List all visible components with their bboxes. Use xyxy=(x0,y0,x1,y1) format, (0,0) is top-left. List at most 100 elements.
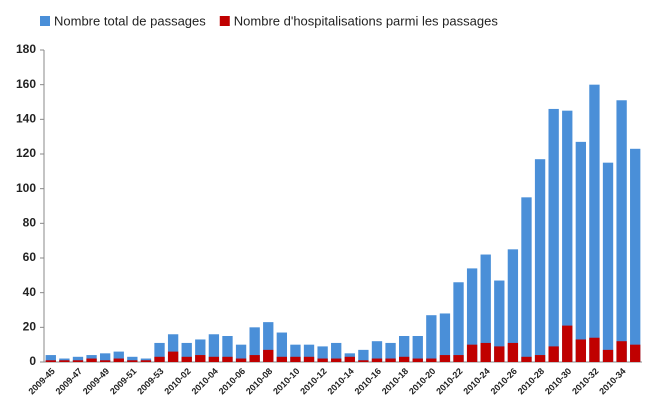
x-tick-label: 2010-22 xyxy=(434,366,464,396)
bar xyxy=(602,162,614,362)
bar xyxy=(317,346,328,362)
bar xyxy=(181,342,192,362)
bar xyxy=(290,344,301,362)
bar xyxy=(494,346,505,362)
bar xyxy=(534,159,546,362)
x-tick-label: 2009-49 xyxy=(81,366,111,396)
bar xyxy=(331,342,342,362)
x-tick-label: 2010-18 xyxy=(380,366,410,396)
bar xyxy=(208,356,220,362)
x-tick-label: 2009-45 xyxy=(26,366,56,396)
bar xyxy=(575,141,587,362)
bar xyxy=(385,358,396,362)
bar xyxy=(276,356,288,362)
bar xyxy=(398,336,410,362)
bar xyxy=(562,110,573,363)
bar xyxy=(154,342,165,362)
bar xyxy=(167,334,179,362)
bar xyxy=(507,249,519,362)
legend-label: Nombre total de passages xyxy=(54,13,206,28)
y-tick-label: 20 xyxy=(23,320,37,334)
bar xyxy=(534,355,546,362)
y-tick-label: 80 xyxy=(23,216,37,230)
bar xyxy=(548,346,559,362)
y-tick-label: 180 xyxy=(16,42,36,56)
bar xyxy=(466,268,478,362)
bar xyxy=(344,356,355,362)
bar xyxy=(480,254,491,362)
bar xyxy=(358,349,369,362)
bar xyxy=(72,356,84,362)
bar xyxy=(630,148,641,362)
bar xyxy=(398,356,410,362)
bar xyxy=(453,355,464,362)
x-tick-label: 2010-12 xyxy=(298,366,328,396)
bar xyxy=(412,336,423,362)
bar xyxy=(181,356,192,362)
bar xyxy=(562,325,573,362)
bar xyxy=(59,360,70,362)
bar xyxy=(195,339,206,362)
bar xyxy=(235,358,247,362)
legend-swatch xyxy=(219,16,230,26)
x-tick-label: 2010-04 xyxy=(190,366,220,396)
x-tick-label: 2010-30 xyxy=(543,366,573,396)
y-tick-label: 100 xyxy=(16,181,36,195)
bar xyxy=(630,344,641,362)
bar xyxy=(589,337,600,362)
bar xyxy=(249,355,260,362)
bar xyxy=(507,342,519,362)
bar xyxy=(453,282,464,362)
x-tick-label: 2010-20 xyxy=(407,366,437,396)
bar xyxy=(602,349,614,362)
bar xyxy=(589,84,600,363)
bar xyxy=(99,360,111,362)
bar xyxy=(195,355,206,362)
y-tick-label: 120 xyxy=(16,146,36,160)
bar xyxy=(439,355,451,362)
bar xyxy=(45,355,56,362)
x-tick-label: 2009-51 xyxy=(108,366,138,396)
bar xyxy=(616,100,627,363)
bar xyxy=(521,356,532,362)
x-tick-label: 2010-16 xyxy=(353,366,383,396)
x-tick-label: 2010-26 xyxy=(489,366,519,396)
bar xyxy=(208,334,220,362)
bar xyxy=(86,358,97,362)
x-tick-label: 2009-53 xyxy=(135,366,165,396)
x-tick-label: 2010-34 xyxy=(597,366,627,396)
x-tick-label: 2010-14 xyxy=(325,366,355,396)
bar xyxy=(426,315,437,362)
bar xyxy=(616,341,627,362)
bar xyxy=(72,360,84,362)
y-tick-label: 140 xyxy=(16,112,36,126)
x-tick-label: 2010-28 xyxy=(516,366,546,396)
x-tick-label: 2010-06 xyxy=(217,366,247,396)
x-tick-label: 2010-10 xyxy=(271,366,301,396)
bar xyxy=(426,358,437,362)
bar xyxy=(480,342,491,362)
bar xyxy=(358,360,369,362)
bar xyxy=(371,358,383,362)
bar xyxy=(575,339,587,362)
bar xyxy=(290,356,301,362)
x-tick-label: 2010-24 xyxy=(461,366,491,396)
bar xyxy=(140,360,152,362)
y-tick-label: 40 xyxy=(23,285,37,299)
bar xyxy=(317,358,328,362)
bar xyxy=(371,341,383,362)
bar xyxy=(113,358,124,362)
bar xyxy=(303,344,315,362)
bar xyxy=(412,358,423,362)
bar xyxy=(548,108,559,362)
bar xyxy=(45,360,56,362)
x-tick-label: 2010-32 xyxy=(570,366,600,396)
y-tick-label: 60 xyxy=(23,250,37,264)
x-tick-label: 2010-02 xyxy=(162,366,192,396)
bar xyxy=(263,322,274,362)
bar xyxy=(303,356,315,362)
legend-label: Nombre d'hospitalisations parmi les pass… xyxy=(234,13,499,28)
y-tick-label: 0 xyxy=(29,354,36,368)
bar xyxy=(249,327,260,362)
